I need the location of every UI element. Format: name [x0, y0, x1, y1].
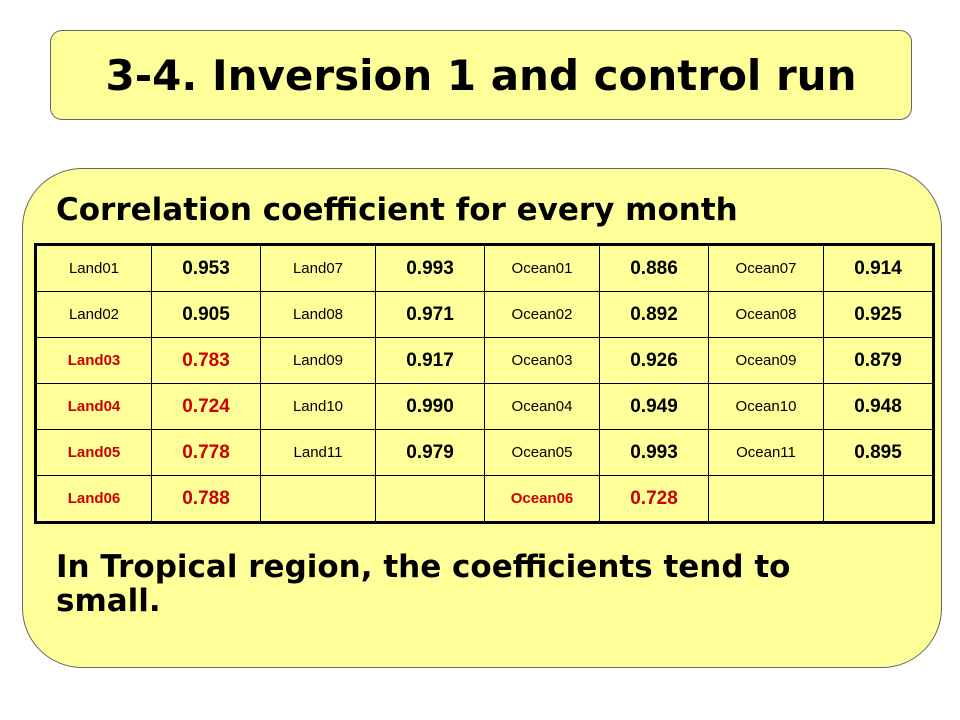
table-row: Land01 0.953 Land07 0.993 Ocean01 0.886 Ocean0… — [35, 244, 934, 292]
value-cell: 0.990 — [375, 383, 485, 430]
region-cell: Land10 — [260, 383, 376, 430]
region-cell: Land04 — [35, 383, 152, 430]
note: In Tropical region, the coefficients ten… — [56, 549, 791, 619]
region-cell: Land01 — [35, 244, 152, 292]
table-row: Land05 0.778 Land11 0.979 Ocean05 0.993 Ocean1… — [35, 429, 934, 476]
region-cell: Ocean05 — [484, 429, 600, 476]
region-cell: Ocean03 — [484, 337, 600, 384]
region-cell: Land02 — [35, 291, 152, 338]
value-cell: 0.948 — [823, 383, 934, 430]
value-cell: 0.993 — [599, 429, 709, 476]
region-cell: Land05 — [35, 429, 152, 476]
region-cell: Ocean10 — [708, 383, 824, 430]
subtitle: Correlation coefficient for every month — [56, 192, 738, 228]
region-cell: Ocean09 — [708, 337, 824, 384]
value-cell: 0.728 — [599, 475, 709, 523]
value-cell: 0.925 — [823, 291, 934, 338]
value-cell: 0.783 — [151, 337, 261, 384]
value-cell: 0.971 — [375, 291, 485, 338]
value-cell: 0.905 — [151, 291, 261, 338]
value-cell: 0.886 — [599, 244, 709, 292]
region-cell: Land08 — [260, 291, 376, 338]
table-row: Land04 0.724 Land10 0.990 Ocean04 0.949 Ocean1… — [35, 383, 934, 430]
value-cell — [375, 475, 485, 523]
region-cell: Ocean07 — [708, 244, 824, 292]
value-cell: 0.914 — [823, 244, 934, 292]
region-cell: Land03 — [35, 337, 152, 384]
region-cell: Ocean02 — [484, 291, 600, 338]
region-cell: Land06 — [35, 475, 152, 523]
region-cell: Land11 — [260, 429, 376, 476]
value-cell: 0.778 — [151, 429, 261, 476]
region-cell: Ocean08 — [708, 291, 824, 338]
region-cell: Ocean04 — [484, 383, 600, 430]
value-cell: 0.926 — [599, 337, 709, 384]
region-cell: Land07 — [260, 244, 376, 292]
region-cell: Ocean11 — [708, 429, 824, 476]
value-cell: 0.892 — [599, 291, 709, 338]
region-cell — [708, 475, 824, 523]
table: Land01 0.953 Land07 0.993 Ocean01 0.886 Ocean0… — [34, 243, 935, 524]
table-row: Land03 0.783 Land09 0.917 Ocean03 0.926 Ocean0… — [35, 337, 934, 384]
table-row: Land06 0.788 Ocean06 0.728 — [35, 475, 934, 523]
title-box: 3-4. Inversion 1 and control run — [50, 30, 912, 120]
value-cell: 0.879 — [823, 337, 934, 384]
value-cell: 0.724 — [151, 383, 261, 430]
value-cell: 0.949 — [599, 383, 709, 430]
title: 3-4. Inversion 1 and control run — [105, 50, 857, 100]
value-cell: 0.895 — [823, 429, 934, 476]
table-row: Land02 0.905 Land08 0.971 Ocean02 0.892 Ocean0… — [35, 291, 934, 338]
value-cell: 0.993 — [375, 244, 485, 292]
value-cell: 0.788 — [151, 475, 261, 523]
value-cell: 0.979 — [375, 429, 485, 476]
value-cell — [823, 475, 934, 523]
region-cell: Land09 — [260, 337, 376, 384]
region-cell: Ocean06 — [484, 475, 600, 523]
value-cell: 0.917 — [375, 337, 485, 384]
region-cell — [260, 475, 376, 523]
region-cell: Ocean01 — [484, 244, 600, 292]
value-cell: 0.953 — [151, 244, 261, 292]
